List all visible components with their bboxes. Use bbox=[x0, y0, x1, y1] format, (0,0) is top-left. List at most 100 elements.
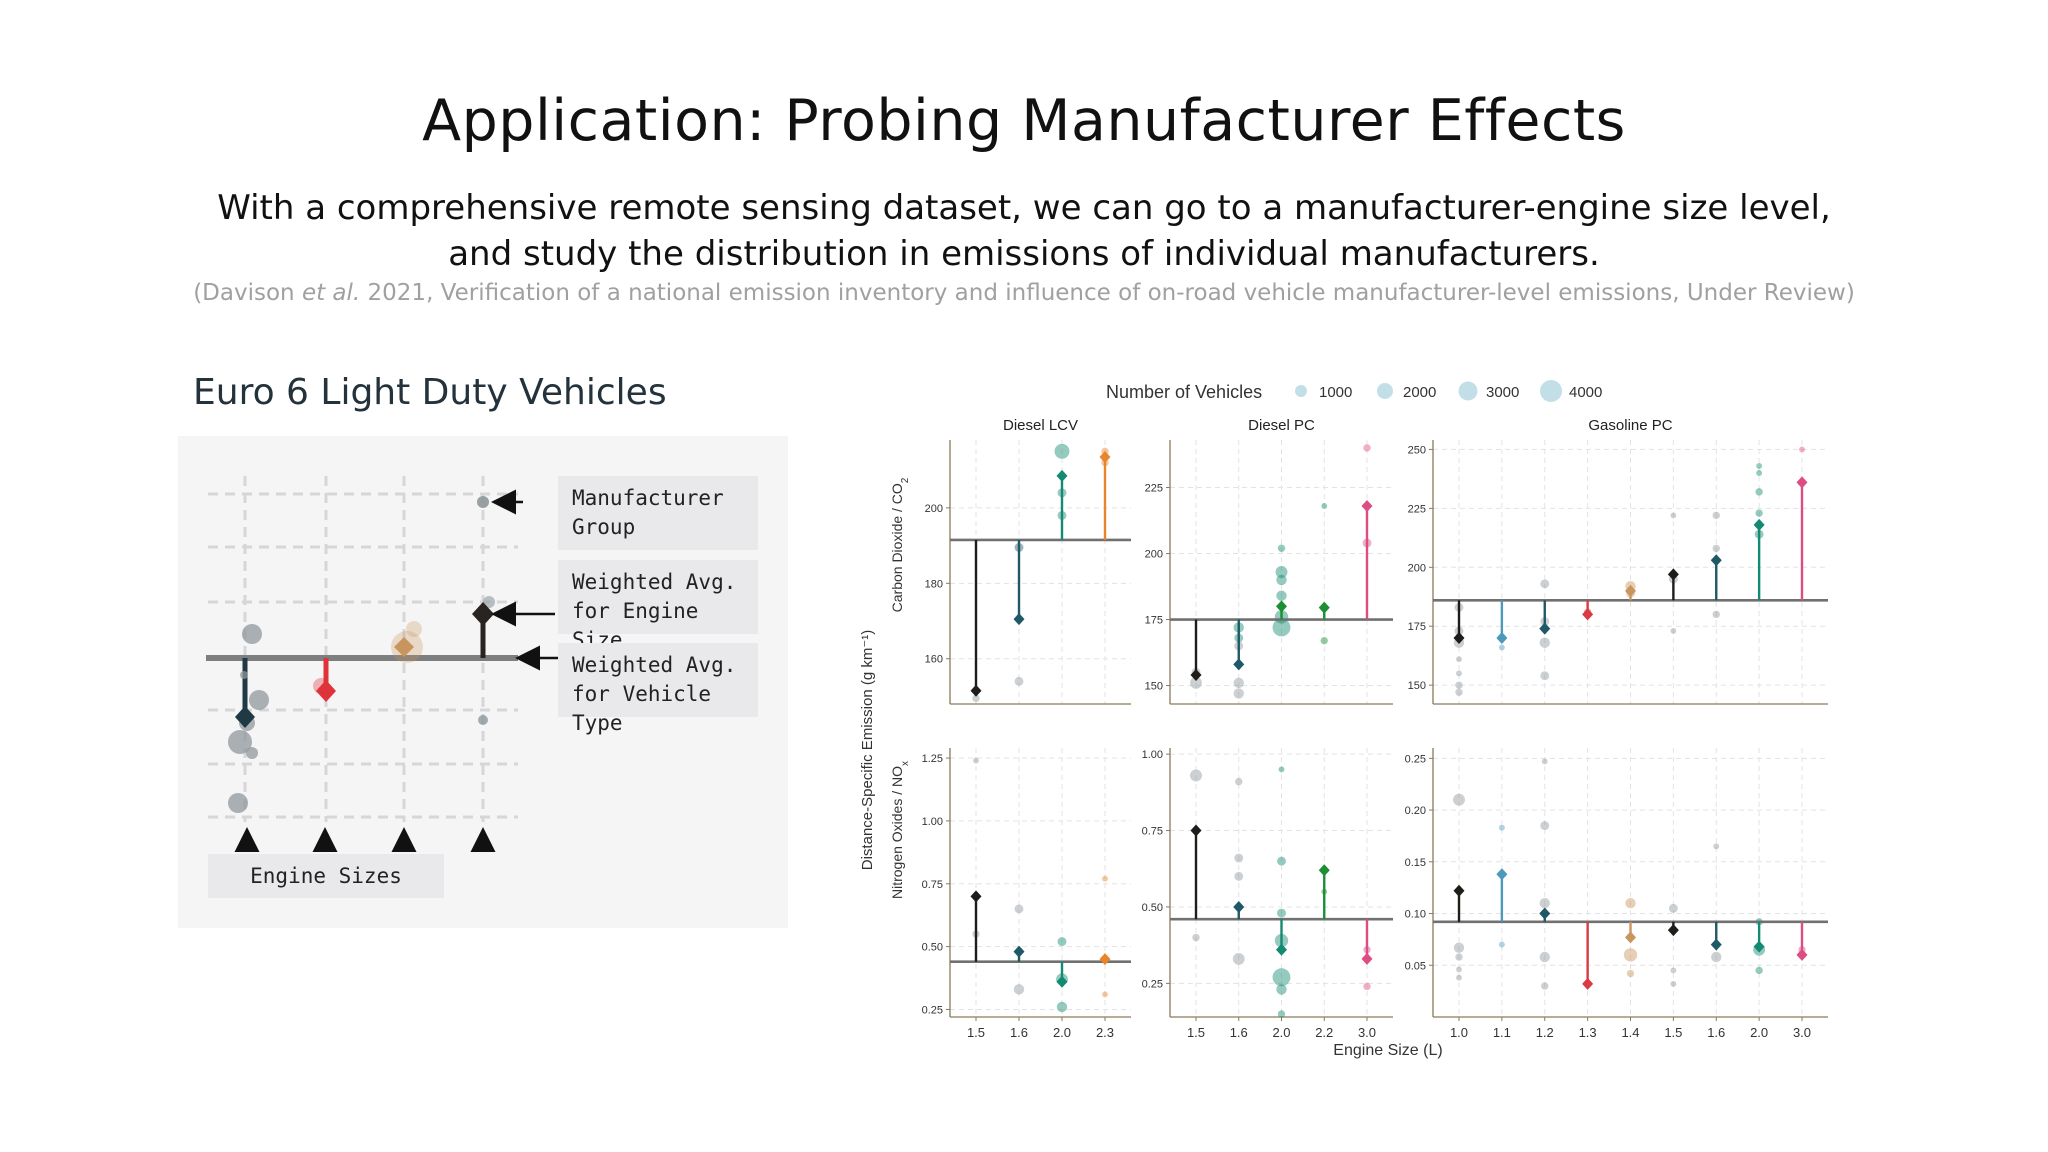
panel-2-ytick-label-0: 150 bbox=[1408, 680, 1426, 692]
panel-2-average-marker-5 bbox=[1667, 568, 1679, 581]
panel-1-average-marker-4 bbox=[1361, 500, 1373, 512]
panel-4-point-3 bbox=[1234, 853, 1244, 863]
schematic-heading: Euro 6 Light Duty Vehicles bbox=[193, 372, 667, 413]
panel-0-point-0 bbox=[972, 694, 980, 703]
panel-5-average-marker-3 bbox=[1582, 977, 1594, 990]
panel-4-xtick-label-1: 1.6 bbox=[1230, 1025, 1248, 1040]
slide-title: Application: Probing Manufacturer Effect… bbox=[422, 88, 1626, 154]
panel-3-point-6 bbox=[1056, 1001, 1068, 1013]
chart-legend: Number of Vehicles 1000 2000 3000 4000 bbox=[1106, 380, 1602, 402]
panel-1-average-marker-2 bbox=[1276, 600, 1287, 613]
legend-label-4000: 4000 bbox=[1569, 384, 1602, 401]
panel-3-average-marker-3 bbox=[1099, 953, 1111, 966]
panel-5-xtick-label-0: 1.0 bbox=[1450, 1025, 1468, 1040]
subtitle-line-2: and study the distribution in emissions … bbox=[448, 234, 1600, 274]
panel-3-point-0 bbox=[973, 757, 979, 764]
panel-4-point-0 bbox=[1190, 769, 1202, 782]
engine-sizes-label: Engine Sizes bbox=[208, 854, 444, 898]
panel-5-xtick-label-4: 1.4 bbox=[1621, 1025, 1639, 1040]
panel-2-point-4 bbox=[1456, 670, 1462, 677]
legend-size-3000 bbox=[1458, 381, 1478, 401]
callout-vehicle-line-1: Weighted Avg. bbox=[572, 653, 737, 677]
panel-3-ytick-label-2: 0.75 bbox=[922, 879, 943, 891]
panel-2-ytick-label-1: 175 bbox=[1408, 621, 1426, 633]
panel-2-ytick-label-4: 250 bbox=[1408, 444, 1426, 456]
panel-2-point-6 bbox=[1455, 688, 1463, 696]
panel-1-point-15 bbox=[1363, 444, 1371, 452]
schematic-svg bbox=[206, 476, 562, 852]
panel-3-xtick-label-1: 1.6 bbox=[1010, 1025, 1028, 1040]
panel-5-xtick-label-1: 1.1 bbox=[1493, 1025, 1511, 1040]
y-axis-label: Distance-Specific Emission (g km⁻¹) bbox=[859, 630, 876, 870]
panel-2-point-22 bbox=[1756, 470, 1763, 476]
panel-4-ytick-label-2: 0.75 bbox=[1142, 826, 1163, 838]
panel-3-average-marker-1 bbox=[1013, 945, 1025, 958]
panel-0-average-marker-1 bbox=[1013, 613, 1025, 626]
panel-4: 0.25 0.50 0.75 1.00 1.5 1.6 2.0 2.2 3.0 bbox=[1142, 748, 1393, 1040]
citation-open: (Davison bbox=[193, 280, 302, 306]
panel-5-ytick-label-1: 0.10 bbox=[1405, 909, 1426, 921]
panel-4-average-marker-3 bbox=[1318, 864, 1330, 877]
callout-manufacturer-group: Manufacturer Group bbox=[558, 476, 758, 550]
panel-1-ytick-label-1: 175 bbox=[1145, 615, 1163, 627]
panel-5-point-6 bbox=[1498, 941, 1505, 948]
panel-3-xtick-label-0: 1.5 bbox=[967, 1025, 985, 1040]
panel-5-point-1 bbox=[1453, 942, 1465, 953]
panel-5-average-marker-2 bbox=[1539, 907, 1551, 920]
panel-5-point-22 bbox=[1755, 966, 1763, 975]
panel-3-xtick-label-2: 2.0 bbox=[1053, 1025, 1071, 1040]
panel-5-point-4 bbox=[1456, 974, 1462, 981]
panel-4-point-2 bbox=[1235, 777, 1243, 786]
panel-2-average-marker-8 bbox=[1796, 476, 1808, 489]
panel-4-point-8 bbox=[1277, 908, 1286, 918]
panel-5-point-9 bbox=[1539, 897, 1550, 909]
legend-size-4000 bbox=[1540, 380, 1562, 402]
panel-0-average-marker-3 bbox=[1099, 450, 1111, 463]
panel-2-average-marker-2 bbox=[1539, 622, 1551, 635]
panel-5-point-8 bbox=[1540, 821, 1550, 831]
panel-2-point-19 bbox=[1712, 544, 1720, 553]
panel-title-0: Diesel LCV bbox=[1003, 417, 1078, 434]
panel-2: Gasoline PC 150 175 200 225 250 bbox=[1408, 417, 1828, 705]
panel-5-point-10 bbox=[1539, 951, 1550, 963]
engine-average-marker-4 bbox=[472, 602, 494, 626]
panel-1-ytick-label-3: 225 bbox=[1145, 483, 1163, 495]
callout-engine-line-1: Weighted Avg. bbox=[572, 570, 737, 594]
panel-1-point-2 bbox=[1233, 688, 1244, 699]
row-label-main-1: Nitrogen Oxides / NO bbox=[889, 766, 905, 899]
panel-2-point-21 bbox=[1756, 462, 1763, 469]
panel-5-point-18 bbox=[1713, 843, 1720, 850]
panel-5-ytick-label-2: 0.15 bbox=[1405, 857, 1426, 869]
panel-4-point-15 bbox=[1363, 982, 1371, 991]
panel-5-point-16 bbox=[1670, 967, 1677, 974]
callout-vehicle-line-2: for Vehicle Type bbox=[572, 682, 712, 735]
callout-group-line-2: Group bbox=[572, 515, 636, 539]
panel-4-point-6 bbox=[1278, 766, 1285, 773]
panel-0-ytick-label-0: 160 bbox=[925, 654, 943, 666]
panel-5-xtick-label-2: 1.2 bbox=[1536, 1025, 1554, 1040]
panel-5-point-3 bbox=[1456, 966, 1462, 973]
schematic-diagram: Manufacturer Group Weighted Avg. for Eng… bbox=[178, 436, 788, 928]
panel-1-point-0 bbox=[1190, 676, 1202, 689]
panel-4-average-marker-2 bbox=[1276, 943, 1287, 956]
panel-3-point-4 bbox=[1057, 937, 1067, 947]
engine-average-marker-3 bbox=[394, 637, 414, 657]
panel-3-point-7 bbox=[1102, 875, 1108, 882]
panel-5-point-15 bbox=[1668, 903, 1678, 913]
panel-3-average-marker-2 bbox=[1056, 975, 1068, 988]
panel-0-point-1 bbox=[1014, 676, 1024, 686]
panel-1-point-7 bbox=[1272, 618, 1291, 637]
panel-2-point-26 bbox=[1799, 446, 1805, 453]
panel-3: 0.25 0.50 0.75 1.00 1.25 1.5 1.6 2.0 2.3 bbox=[922, 748, 1131, 1040]
citation-rest: 2021, Verification of a national emissio… bbox=[360, 280, 1855, 306]
panel-title-1: Diesel PC bbox=[1248, 417, 1315, 434]
panel-4-point-10 bbox=[1272, 968, 1291, 987]
panel-4-xtick-label-4: 3.0 bbox=[1358, 1025, 1376, 1040]
panel-5: 0.05 0.10 0.15 0.20 0.25 1.0 1.1 1.2 1.3 1.4 1.5 1.… bbox=[1405, 748, 1828, 1040]
row-label-1: Nitrogen Oxides / NOx bbox=[889, 761, 911, 899]
panel-5-point-7 bbox=[1541, 758, 1548, 765]
panel-1-point-10 bbox=[1276, 574, 1287, 586]
panel-2-point-17 bbox=[1670, 627, 1677, 634]
panel-1-point-3 bbox=[1233, 677, 1244, 689]
panel-1-average-marker-0 bbox=[1190, 668, 1202, 681]
